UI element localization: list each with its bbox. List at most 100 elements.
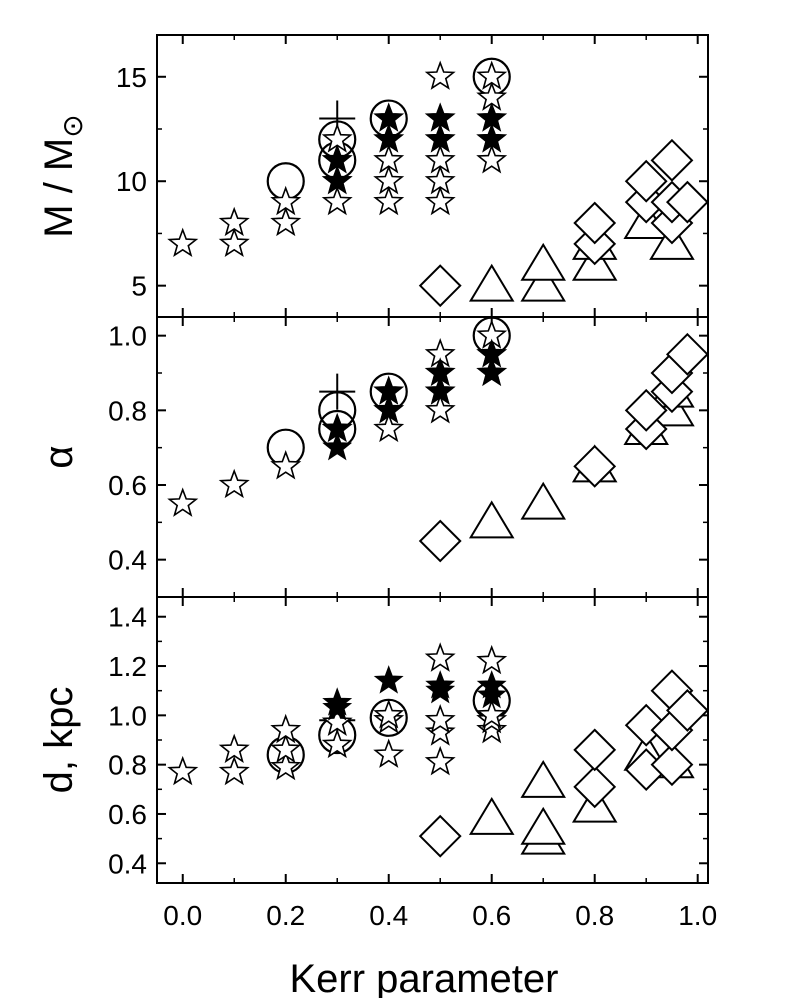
data-point-star-filled	[373, 665, 404, 694]
data-point-diamond	[418, 264, 462, 308]
panel-2: 0.4 0.6 0.8 1.0 α	[37, 316, 709, 598]
data-point-diamond	[624, 159, 668, 203]
data-point-star-open	[424, 393, 456, 424]
data-point-diamond	[573, 201, 617, 245]
data-point-triangle	[468, 796, 515, 835]
data-point-star-open	[218, 733, 250, 764]
data-point-star-filled	[373, 102, 404, 132]
data-point-diamond	[665, 332, 709, 376]
y-tick-label: 0.6	[108, 799, 147, 830]
data-point-star-open	[218, 468, 250, 499]
y-axis-title: M / M⊙	[37, 114, 88, 237]
data-point-star-open	[424, 704, 456, 734]
data-point-star-filled	[373, 394, 404, 424]
data-point-star-filled	[425, 123, 456, 153]
data-point-star-open	[218, 206, 250, 237]
data-point-star-filled	[476, 679, 507, 709]
data-point-star-open	[167, 487, 199, 517]
y-tick-label: 0.6	[108, 470, 147, 501]
data-point-star-open	[373, 164, 405, 195]
data-point-star-open	[218, 227, 250, 258]
data-point-triangle	[520, 242, 566, 281]
data-point-star-open	[424, 716, 456, 746]
data-point-star-open	[321, 185, 353, 216]
data-point-star-open	[373, 185, 405, 216]
data-point-star-open	[424, 642, 456, 672]
x-axis-title: Kerr parameter	[290, 957, 559, 998]
data-point-star-open	[476, 143, 508, 174]
y-tick-label: 1.4	[108, 602, 147, 633]
data-point-star-open	[424, 164, 456, 195]
y-tick-label: 0.8	[108, 395, 147, 426]
data-point-diamond	[624, 388, 668, 432]
data-point-star-open	[476, 60, 508, 90]
data-point-star-open	[270, 206, 302, 237]
data-point-star-open	[321, 728, 353, 759]
data-point-triangle	[520, 481, 566, 520]
data-point-triangle	[520, 806, 566, 845]
data-point-star-open	[270, 750, 302, 781]
data-point-star-filled	[373, 123, 404, 153]
data-point-star-open	[373, 412, 405, 443]
y-axis-title: α	[37, 445, 81, 468]
data-point-star-filled	[322, 165, 353, 194]
data-point-star-open	[321, 706, 353, 736]
data-point-star-filled	[322, 413, 353, 442]
data-point-diamond	[665, 688, 709, 732]
data-point-star-open	[167, 755, 199, 786]
x-tick-label: 0.4	[369, 900, 408, 931]
data-point-star-open	[373, 738, 405, 768]
data-point-star-open	[270, 713, 302, 744]
data-point-star-open	[167, 227, 199, 258]
data-point-diamond	[650, 743, 694, 787]
y-tick-label: 10	[116, 166, 147, 197]
y-tick-label: 1.0	[108, 321, 147, 352]
data-point-star-open	[424, 745, 456, 776]
panel-3: 0.4 0.6 0.8 1.0 1.2 1.4 d, kpc	[37, 596, 709, 884]
data-point-star-open	[476, 698, 508, 729]
data-point-star-filled	[476, 670, 507, 699]
data-point-triangle	[468, 263, 515, 302]
data-point-diamond	[573, 728, 617, 772]
panel-frame	[156, 316, 709, 598]
data-point-star-filled	[476, 102, 507, 132]
data-point-diamond	[624, 703, 668, 747]
data-point-star-filled	[373, 375, 404, 405]
data-point-diamond	[418, 519, 462, 563]
data-point-star-open	[476, 713, 508, 744]
x-tick-label: 0.2	[266, 900, 305, 931]
data-point-star-filled	[425, 102, 456, 132]
solar-symbol: ⊙	[57, 114, 88, 137]
data-point-star-filled	[425, 357, 456, 386]
data-point-triangle	[468, 500, 515, 539]
data-point-plus	[319, 373, 356, 410]
data-point-star-open	[424, 60, 456, 90]
data-point-diamond	[650, 138, 694, 182]
data-point-star-filled	[476, 357, 507, 386]
data-point-triangle	[520, 759, 566, 798]
y-tick-label: 0.4	[108, 545, 147, 576]
data-point-star-open	[218, 755, 250, 786]
data-point-star-filled	[322, 431, 353, 461]
x-tick-label: 0.8	[575, 900, 614, 931]
data-point-star-open	[373, 698, 405, 729]
data-point-star-filled	[425, 670, 456, 699]
y-tick-label: 15	[116, 62, 147, 93]
data-point-star-open	[424, 185, 456, 216]
data-point-diamond	[573, 765, 617, 809]
data-point-diamond	[418, 814, 462, 858]
data-point-triangle	[520, 263, 566, 302]
y-tick-label: 1.0	[108, 700, 147, 731]
data-point-star-filled	[476, 338, 507, 368]
data-point-diamond	[573, 444, 617, 488]
data-point-star-filled	[425, 375, 456, 405]
data-point-star-open	[270, 185, 302, 216]
data-point-star-open	[270, 449, 302, 480]
y-tick-label: 1.2	[108, 651, 147, 682]
x-tick-label: 0.0	[163, 900, 202, 931]
data-point-star-open	[270, 733, 302, 764]
data-point-star-filled	[322, 687, 353, 716]
panel-1: 5 10 15 M / M⊙	[37, 34, 709, 318]
data-point-star-open	[373, 143, 405, 174]
x-tick-label: 0.6	[472, 900, 511, 931]
